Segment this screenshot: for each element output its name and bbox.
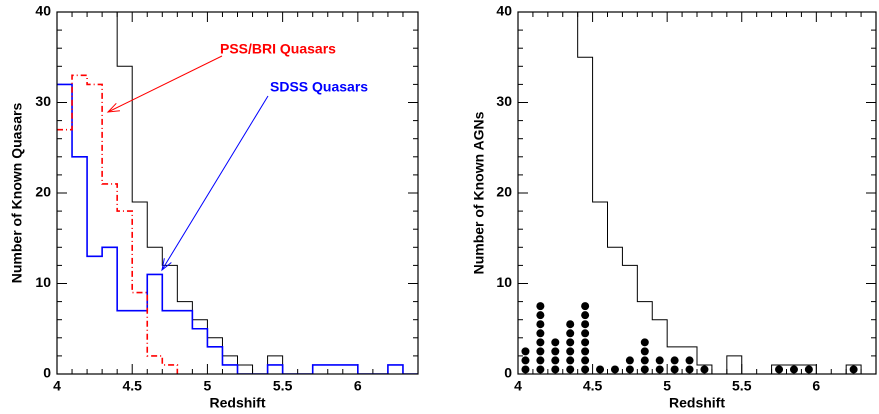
dot <box>581 320 590 329</box>
dot <box>566 356 575 365</box>
plot-frame <box>56 11 419 375</box>
dot <box>625 356 634 365</box>
y-axis-title: Number of Known Quasars <box>9 103 25 284</box>
x-tick-label: 4 <box>53 378 61 394</box>
dot <box>521 365 530 374</box>
dot <box>804 365 813 374</box>
y-tick-label: 40 <box>35 3 51 19</box>
dot <box>566 347 575 356</box>
x-tick-label: 5 <box>204 378 212 394</box>
dot <box>640 356 649 365</box>
y-tick-label: 20 <box>35 184 51 200</box>
dot <box>521 356 530 365</box>
dot <box>685 365 694 374</box>
annotation-arrowhead <box>106 102 120 113</box>
x-tick-label: 4.5 <box>583 378 603 394</box>
histogram-step <box>116 12 418 374</box>
dot <box>566 320 575 329</box>
y-tick-label: 40 <box>496 3 512 19</box>
dot <box>521 347 530 356</box>
x-tick-label: 5 <box>663 378 671 394</box>
dot <box>581 311 590 320</box>
x-tick-label: 6 <box>812 378 820 394</box>
dot <box>670 356 679 365</box>
dot <box>536 365 545 374</box>
dot <box>551 347 560 356</box>
dot <box>640 338 649 347</box>
dot <box>536 347 545 356</box>
dot <box>536 302 545 311</box>
dot <box>625 365 634 374</box>
dot <box>536 338 545 347</box>
dot <box>551 356 560 365</box>
dot <box>566 338 575 347</box>
annotation-arrow <box>107 55 223 113</box>
dot <box>566 329 575 338</box>
dot <box>581 365 590 374</box>
y-tick-label: 30 <box>496 93 512 109</box>
x-axis-title: Redshift <box>669 395 725 411</box>
dot <box>581 347 590 356</box>
annotation-arrow <box>161 95 269 271</box>
dot <box>596 365 605 374</box>
dot <box>536 329 545 338</box>
x-tick-label: 5.5 <box>273 378 293 394</box>
plot-frame <box>517 11 877 375</box>
dot <box>655 356 664 365</box>
y-tick-label: 0 <box>43 365 51 381</box>
dot <box>581 329 590 338</box>
histogram-step <box>577 12 876 374</box>
x-tick-label: 5.5 <box>732 378 752 394</box>
y-tick-label: 30 <box>35 93 51 109</box>
y-tick-label: 20 <box>496 184 512 200</box>
x-tick-label: 4 <box>514 378 522 394</box>
dot <box>670 365 679 374</box>
y-tick-label: 10 <box>35 274 51 290</box>
dot <box>849 365 858 374</box>
histogram-step <box>57 74 179 374</box>
dot <box>536 320 545 329</box>
dot <box>700 365 709 374</box>
dot <box>536 311 545 320</box>
dot <box>775 365 784 374</box>
y-tick-label: 0 <box>504 365 512 381</box>
dot <box>536 356 545 365</box>
dot <box>610 365 619 374</box>
dot <box>581 356 590 365</box>
dot <box>789 365 798 374</box>
dot <box>551 365 560 374</box>
dot <box>581 302 590 311</box>
dot <box>640 365 649 374</box>
dot <box>551 338 560 347</box>
legend-label: PSS/BRI Quasars <box>220 41 336 57</box>
dot <box>566 365 575 374</box>
dot <box>581 338 590 347</box>
y-axis-title: Number of Known AGNs <box>471 111 487 274</box>
histogram-step <box>57 83 418 374</box>
x-tick-label: 4.5 <box>122 378 142 394</box>
y-tick-label: 10 <box>496 274 512 290</box>
dot <box>655 365 664 374</box>
annotation-arrowhead <box>161 258 172 272</box>
dot <box>685 356 694 365</box>
x-axis-title: Redshift <box>210 395 266 411</box>
x-tick-label: 6 <box>354 378 362 394</box>
legend-label: SDSS Quasars <box>270 79 368 95</box>
dot <box>640 347 649 356</box>
